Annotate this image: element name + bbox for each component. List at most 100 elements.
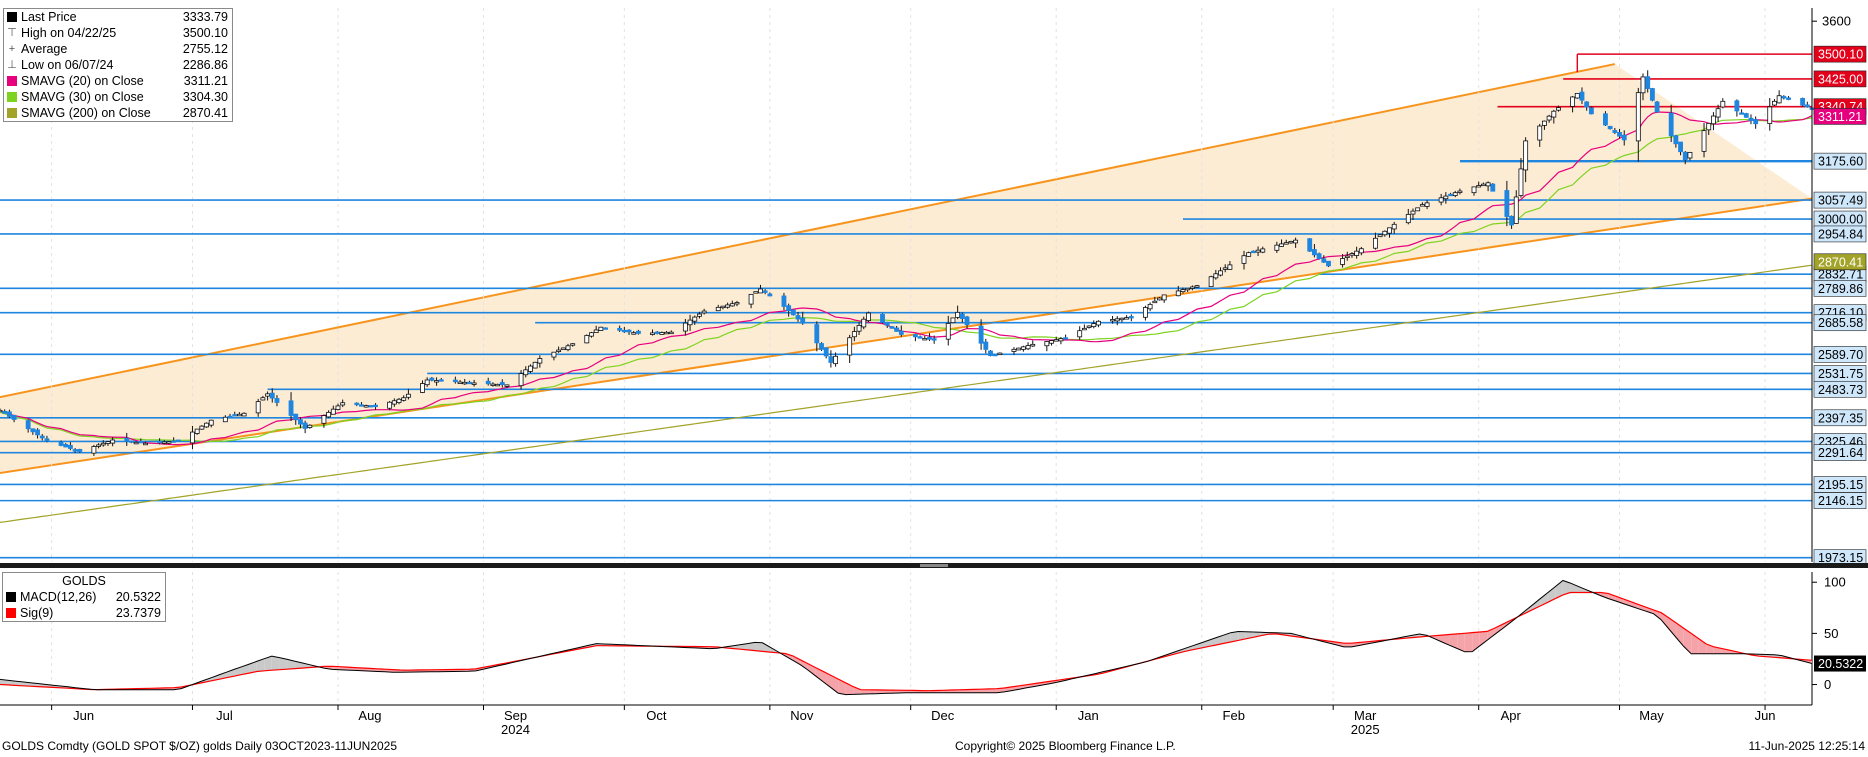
candle [950, 317, 956, 324]
macd-histogram-fill [249, 661, 257, 674]
candle [589, 331, 594, 338]
candle [523, 366, 529, 378]
macd-histogram-fill [966, 689, 974, 693]
candle [1246, 251, 1252, 257]
legend-value: 2870.41 [182, 106, 228, 120]
macd-histogram-fill [271, 656, 280, 671]
candle [1152, 296, 1158, 304]
resistance-label: 3425.00 [1813, 70, 1867, 88]
legend-label: Average [21, 42, 68, 56]
candle [1509, 215, 1514, 229]
candle [138, 438, 144, 444]
sma-200-line [0, 264, 1813, 523]
candle [894, 325, 900, 332]
candle [635, 329, 641, 335]
candle [851, 326, 857, 342]
macd-histogram-fill [1578, 586, 1586, 593]
candle [368, 405, 374, 408]
year-label: 2024 [501, 722, 530, 737]
legend-label: SMAVG (20) on Close [21, 74, 144, 88]
macd-histogram-fill [7, 680, 16, 686]
macd-histogram-fill [868, 689, 876, 694]
candle [1058, 336, 1064, 345]
legend-value: 3333.79 [182, 10, 228, 24]
svg-text:3500.10: 3500.10 [1818, 48, 1863, 62]
macd-tick-label: 0 [1824, 677, 1831, 692]
candle [593, 325, 599, 333]
macd-histogram-fill [958, 689, 967, 693]
candle [1457, 188, 1463, 195]
candle [288, 392, 294, 422]
macd-histogram-fill [755, 642, 763, 652]
candle [1222, 264, 1228, 273]
candle [1701, 122, 1707, 158]
macd-histogram-fill [241, 664, 250, 675]
candle [504, 384, 510, 389]
candle [833, 352, 839, 367]
candle [67, 442, 73, 451]
candle [781, 292, 787, 311]
candle [1640, 73, 1646, 101]
candle [1218, 267, 1223, 277]
macd-histogram-fill [762, 642, 771, 653]
price-candles [0, 70, 1815, 456]
macd-histogram-fill [1449, 633, 1458, 649]
candle [1354, 246, 1360, 259]
candle [269, 388, 275, 403]
macd-histogram-fill [1683, 628, 1692, 654]
candle [1772, 98, 1777, 106]
candle [495, 383, 501, 387]
macd-series-value: 20.5322 [115, 590, 161, 604]
candle [307, 424, 313, 429]
macd-histogram-fill [286, 659, 295, 670]
candle [171, 437, 177, 443]
candle [1786, 96, 1791, 101]
candle [265, 391, 271, 401]
macd-histogram-fill [890, 690, 899, 694]
legend-value: 2755.12 [182, 42, 228, 56]
candle [1391, 221, 1397, 234]
svg-text:2685.58: 2685.58 [1818, 316, 1863, 330]
candle [1410, 208, 1416, 220]
candle [1293, 237, 1299, 248]
candle [1668, 104, 1674, 143]
candle [1476, 181, 1482, 188]
candle [124, 432, 130, 446]
legend-value: 3500.10 [182, 26, 228, 40]
signal-swatch [6, 608, 16, 618]
legend-value: 3311.21 [183, 74, 228, 88]
support-label: 2146.15 [1813, 492, 1867, 509]
candle [91, 444, 97, 456]
candle [682, 318, 688, 336]
candle [39, 434, 45, 441]
candle [1504, 180, 1510, 227]
candle [321, 414, 327, 428]
candle [1800, 97, 1806, 107]
candle [1621, 130, 1627, 146]
macd-histogram-fill [1645, 607, 1654, 614]
candle [1044, 340, 1050, 352]
macd-histogram-fill [1223, 632, 1231, 644]
macd-histogram-fill [1630, 601, 1639, 609]
candle [133, 441, 139, 445]
candle [931, 335, 937, 344]
candle [1279, 239, 1284, 247]
candle [1189, 285, 1195, 291]
svg-text:2954.84: 2954.84 [1818, 227, 1863, 241]
candle [0, 408, 3, 413]
candle [819, 342, 824, 352]
candle [1405, 208, 1411, 225]
candle [983, 338, 989, 354]
candle [157, 438, 163, 445]
candle [1415, 207, 1421, 212]
legend-label: SMAVG (200) on Close [21, 106, 151, 120]
candle [1720, 98, 1726, 109]
candle [1734, 99, 1740, 117]
candle [1180, 287, 1186, 294]
macd-histogram-fill [747, 642, 755, 651]
month-label: Jul [216, 708, 233, 723]
candle [1682, 151, 1688, 165]
candle [1574, 93, 1580, 99]
candle [1128, 314, 1134, 322]
resistance-label: 3500.10 [1813, 45, 1867, 63]
